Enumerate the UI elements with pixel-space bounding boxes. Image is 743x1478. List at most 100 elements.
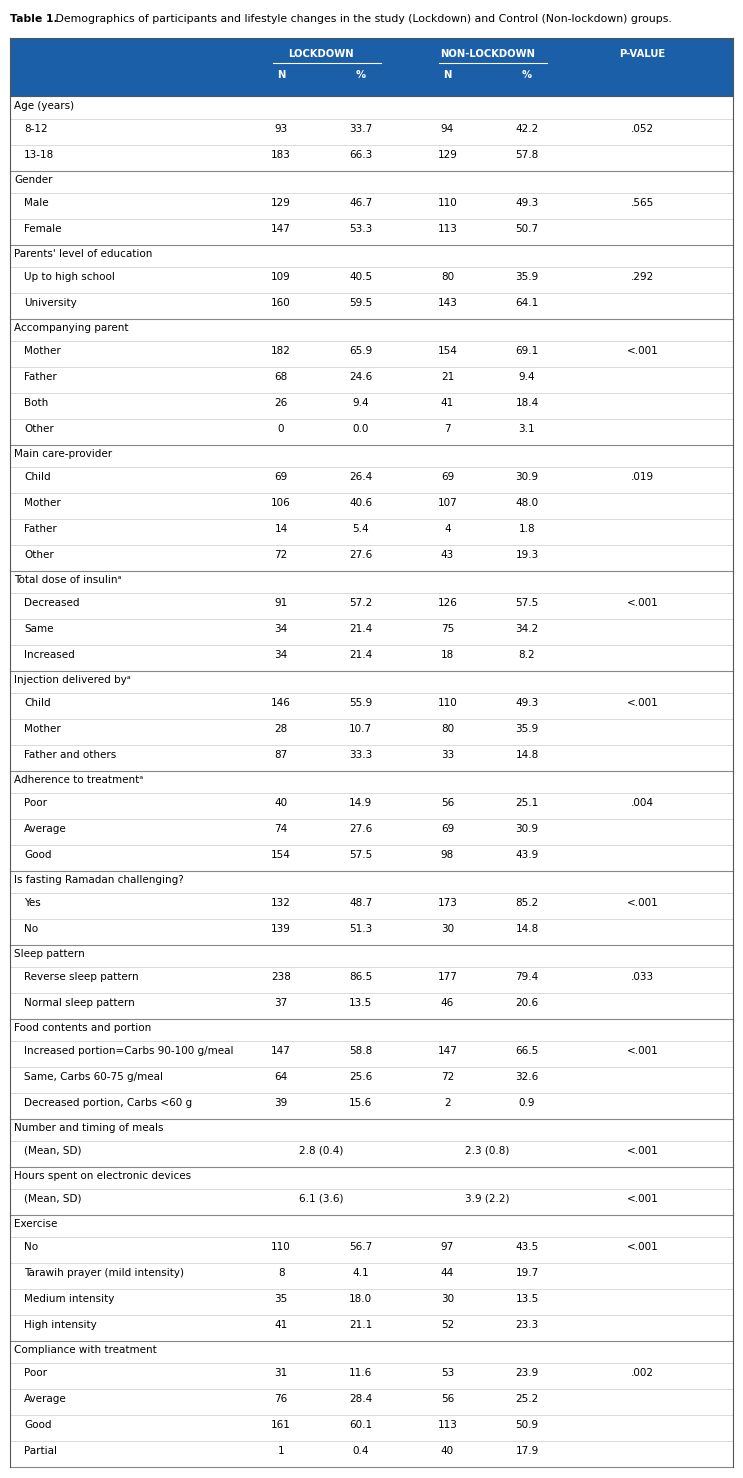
Text: Yes: Yes — [24, 897, 41, 907]
Text: 53.3: 53.3 — [349, 223, 372, 234]
Text: 143: 143 — [438, 297, 458, 307]
Text: Other: Other — [24, 550, 53, 560]
Text: 52: 52 — [441, 1320, 454, 1330]
Text: 110: 110 — [438, 698, 457, 708]
Text: 33.7: 33.7 — [349, 124, 372, 133]
Text: 19.7: 19.7 — [516, 1268, 539, 1277]
Text: 0: 0 — [278, 424, 285, 433]
Text: Main care-provider: Main care-provider — [14, 449, 112, 460]
Text: 18: 18 — [441, 650, 454, 659]
Text: 106: 106 — [271, 498, 291, 507]
Text: 33.3: 33.3 — [349, 749, 372, 760]
Text: 4: 4 — [444, 523, 451, 534]
Text: 79.4: 79.4 — [516, 971, 539, 981]
Text: 129: 129 — [438, 149, 458, 160]
Text: Up to high school: Up to high school — [24, 272, 115, 282]
Text: Same: Same — [24, 624, 53, 634]
Text: 23.9: 23.9 — [516, 1367, 539, 1377]
Text: 8: 8 — [278, 1268, 285, 1277]
Text: %: % — [356, 69, 366, 80]
Text: 43.9: 43.9 — [516, 850, 539, 860]
Text: 13.5: 13.5 — [349, 998, 372, 1008]
Text: 25.1: 25.1 — [516, 798, 539, 807]
Text: 27.6: 27.6 — [349, 823, 372, 834]
Text: 160: 160 — [271, 297, 291, 307]
Text: Medium intensity: Medium intensity — [24, 1293, 114, 1304]
Text: 177: 177 — [438, 971, 458, 981]
Text: .002: .002 — [631, 1367, 654, 1377]
Text: 50.7: 50.7 — [516, 223, 539, 234]
Text: 87: 87 — [274, 749, 288, 760]
Text: NON-LOCKDOWN: NON-LOCKDOWN — [440, 49, 535, 59]
Text: .052: .052 — [631, 124, 654, 133]
Text: 3.9 (2.2): 3.9 (2.2) — [465, 1194, 510, 1203]
Text: 183: 183 — [271, 149, 291, 160]
Text: 30: 30 — [441, 924, 454, 934]
Text: 25.2: 25.2 — [516, 1394, 539, 1404]
Text: 34: 34 — [274, 650, 288, 659]
Text: LOCKDOWN: LOCKDOWN — [288, 49, 354, 59]
Text: 41: 41 — [441, 398, 454, 408]
Text: 55.9: 55.9 — [349, 698, 372, 708]
Text: 42.2: 42.2 — [516, 124, 539, 133]
Text: 9.4: 9.4 — [519, 371, 535, 381]
Bar — [10, 38, 733, 96]
Text: 64.1: 64.1 — [516, 297, 539, 307]
Text: 9.4: 9.4 — [352, 398, 369, 408]
Text: <.001: <.001 — [627, 897, 658, 907]
Text: 34.2: 34.2 — [516, 624, 539, 634]
Text: 161: 161 — [271, 1420, 291, 1429]
Text: %: % — [522, 69, 532, 80]
Text: Reverse sleep pattern: Reverse sleep pattern — [24, 971, 139, 981]
Text: 238: 238 — [271, 971, 291, 981]
Text: 60.1: 60.1 — [349, 1420, 372, 1429]
Text: 74: 74 — [274, 823, 288, 834]
Text: Average: Average — [24, 1394, 67, 1404]
Text: P-VALUE: P-VALUE — [620, 49, 666, 59]
Text: .565: .565 — [631, 198, 655, 208]
Text: 48.0: 48.0 — [516, 498, 539, 507]
Text: 146: 146 — [271, 698, 291, 708]
Text: 107: 107 — [438, 498, 457, 507]
Text: 91: 91 — [274, 597, 288, 607]
Text: 85.2: 85.2 — [516, 897, 539, 907]
Text: 51.3: 51.3 — [349, 924, 372, 934]
Text: 8.2: 8.2 — [519, 650, 535, 659]
Text: 53: 53 — [441, 1367, 454, 1377]
Text: 14.9: 14.9 — [349, 798, 372, 807]
Text: Female: Female — [24, 223, 62, 234]
Text: 18.0: 18.0 — [349, 1293, 372, 1304]
Text: 69.1: 69.1 — [516, 346, 539, 356]
Text: .292: .292 — [631, 272, 655, 282]
Text: 58.8: 58.8 — [349, 1045, 372, 1055]
Text: Accompanying parent: Accompanying parent — [14, 324, 129, 333]
Text: Male: Male — [24, 198, 48, 208]
Text: 94: 94 — [441, 124, 454, 133]
Text: 49.3: 49.3 — [516, 198, 539, 208]
Text: 30.9: 30.9 — [516, 823, 539, 834]
Text: Father: Father — [24, 523, 56, 534]
Text: 93: 93 — [274, 124, 288, 133]
Text: 3.1: 3.1 — [519, 424, 535, 433]
Text: Increased portion=Carbs 90-100 g/meal: Increased portion=Carbs 90-100 g/meal — [24, 1045, 233, 1055]
Text: 113: 113 — [438, 1420, 458, 1429]
Text: Injection delivered byᵃ: Injection delivered byᵃ — [14, 675, 131, 684]
Text: 26: 26 — [274, 398, 288, 408]
Text: 48.7: 48.7 — [349, 897, 372, 907]
Text: Sleep pattern: Sleep pattern — [14, 949, 85, 959]
Text: 2.3 (0.8): 2.3 (0.8) — [465, 1145, 510, 1156]
Text: 40: 40 — [275, 798, 288, 807]
Text: Mother: Mother — [24, 346, 61, 356]
Text: 43.5: 43.5 — [516, 1242, 539, 1252]
Text: 7: 7 — [444, 424, 451, 433]
Text: 75: 75 — [441, 624, 454, 634]
Text: 33: 33 — [441, 749, 454, 760]
Text: 28.4: 28.4 — [349, 1394, 372, 1404]
Text: Good: Good — [24, 850, 51, 860]
Text: 80: 80 — [441, 724, 454, 733]
Text: 26.4: 26.4 — [349, 471, 372, 482]
Text: 57.2: 57.2 — [349, 597, 372, 607]
Text: 19.3: 19.3 — [516, 550, 539, 560]
Text: 72: 72 — [441, 1072, 454, 1082]
Text: Tarawih prayer (mild intensity): Tarawih prayer (mild intensity) — [24, 1268, 184, 1277]
